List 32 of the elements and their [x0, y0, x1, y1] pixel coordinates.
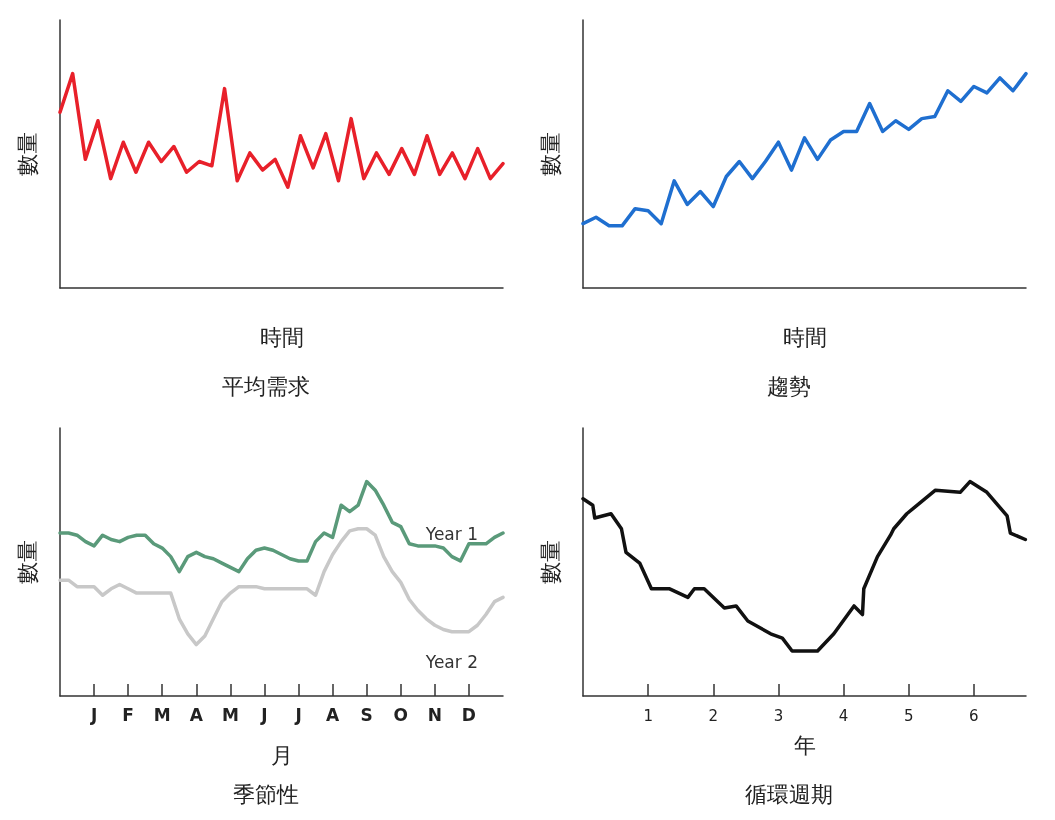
x-tick-label: O [393, 704, 408, 725]
x-tick-label: 4 [838, 706, 849, 725]
series-label: Year 2 [424, 652, 478, 673]
x-tick-label: F [122, 704, 134, 725]
x-tick-label: 5 [903, 706, 914, 725]
text: 季節性 [232, 781, 299, 807]
y-axis-title: 數量 [537, 540, 563, 584]
x-tick-label: M [221, 704, 239, 725]
x-tick-label: J [260, 704, 268, 725]
x-tick-label: 6 [969, 706, 979, 725]
text: 趨勢 [766, 373, 811, 399]
x-axis-title: 時間 [259, 324, 304, 350]
series-label: Year 1 [424, 524, 478, 545]
x-tick-label: M [153, 704, 171, 725]
x-axis-title: 月 [270, 742, 293, 768]
x-tick-label: J [294, 704, 302, 725]
y-axis-title: 數量 [14, 540, 40, 584]
x-tick-label: N [427, 704, 442, 725]
x-tick-label: D [461, 704, 476, 725]
y-axis-title: 數量 [537, 132, 563, 176]
x-tick-label: A [326, 704, 341, 725]
x-tick-label: 2 [708, 706, 719, 725]
x-tick-label: A [189, 704, 204, 725]
x-axis-title: 年 [793, 732, 816, 758]
y-axis-title: 數量 [14, 132, 40, 176]
x-tick-label: J [89, 704, 98, 725]
x-tick-label: S [360, 704, 373, 725]
x-axis-title: 時間 [782, 324, 827, 350]
text: 平均需求 [221, 373, 310, 399]
text: 循環週期 [744, 781, 833, 807]
x-tick-label: 3 [773, 706, 784, 725]
x-tick-label: 1 [643, 706, 653, 725]
